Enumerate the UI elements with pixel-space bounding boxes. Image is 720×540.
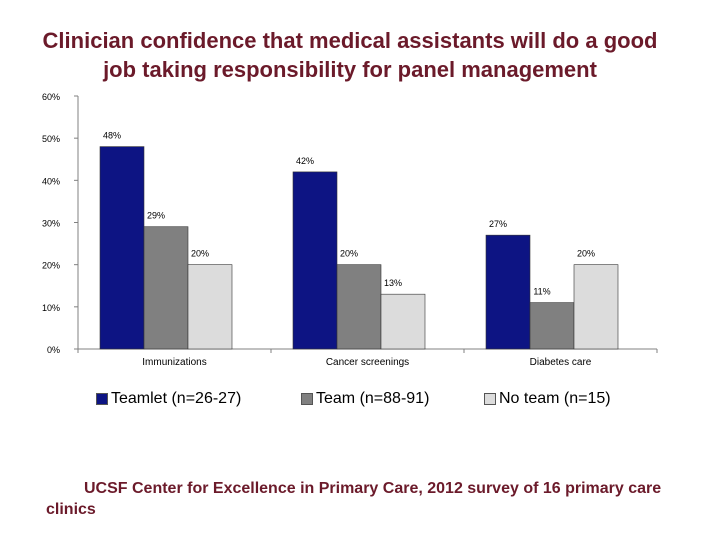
chart-legend: Teamlet (n=26-27) Team (n=88-91) No team… <box>96 390 696 412</box>
bar <box>380 293 426 350</box>
data-label: 11% <box>533 287 550 297</box>
data-label: 20% <box>340 249 358 259</box>
legend-item-team: Team (n=88-91) <box>301 390 429 408</box>
data-label: 42% <box>296 156 314 166</box>
legend-label-teamlet: Teamlet (n=26-27) <box>111 390 242 407</box>
y-tick-label: 0% <box>47 345 60 355</box>
bar <box>485 234 531 350</box>
data-label: 27% <box>489 219 507 229</box>
y-tick-label: 30% <box>42 219 60 229</box>
bar <box>529 302 575 350</box>
bar <box>99 146 145 350</box>
chart-title: Clinician confidence that medical assist… <box>42 28 658 82</box>
legend-label-team: Team (n=88-91) <box>316 390 430 407</box>
y-tick-label: 60% <box>42 92 60 102</box>
data-label: 13% <box>384 278 402 288</box>
y-tick-label: 50% <box>42 134 60 144</box>
bar <box>292 171 338 350</box>
legend-swatch-teamlet <box>96 393 108 405</box>
legend-swatch-team <box>301 393 313 405</box>
source-footnote: UCSF Center for Excellence in Primary Ca… <box>46 480 662 518</box>
bar <box>143 226 189 350</box>
legend-label-no-team: No team (n=15) <box>499 390 611 407</box>
category-label: Immunizations <box>142 357 206 368</box>
data-label: 20% <box>191 249 209 259</box>
legend-item-teamlet: Teamlet (n=26-27) <box>96 390 241 408</box>
bar <box>187 264 233 350</box>
legend-item-no-team: No team (n=15) <box>484 390 611 408</box>
data-label: 20% <box>577 249 595 259</box>
bar <box>573 264 619 350</box>
y-tick-label: 40% <box>42 176 60 186</box>
data-label: 29% <box>147 211 165 221</box>
bar <box>336 264 382 350</box>
category-label: Cancer screenings <box>326 357 409 368</box>
y-tick-label: 10% <box>42 303 60 313</box>
legend-swatch-no-team <box>484 393 496 405</box>
data-label: 48% <box>103 131 121 141</box>
category-label: Diabetes care <box>530 357 592 368</box>
y-tick-label: 20% <box>42 261 60 271</box>
